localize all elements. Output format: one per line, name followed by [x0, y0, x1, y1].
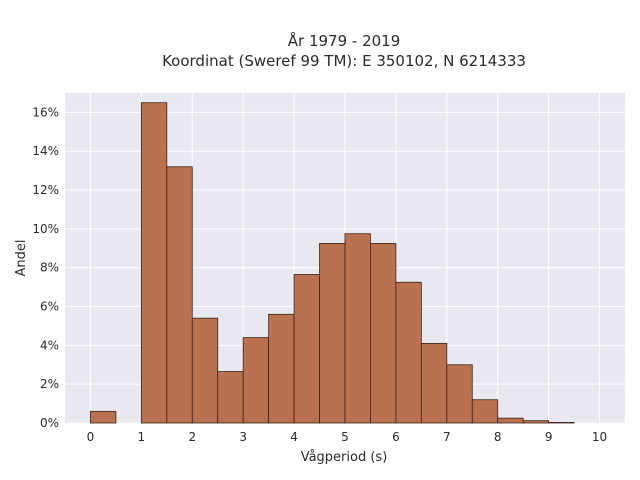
- y-axis-ticks: 0% 2% 4% 6% 8% 10% 12% 14% 16%: [32, 105, 59, 430]
- x-tick-label: 1: [138, 430, 146, 444]
- y-axis-label: Andel: [14, 240, 29, 277]
- y-tick-label: 4%: [40, 338, 59, 352]
- histogram-bar: [370, 243, 397, 424]
- x-tick-label: 0: [87, 430, 95, 444]
- x-tick-label: 5: [341, 430, 349, 444]
- y-tick-label: 8%: [40, 261, 59, 275]
- histogram-bars: [90, 102, 575, 424]
- x-tick-label: 9: [545, 430, 553, 444]
- x-tick-label: 4: [290, 430, 298, 444]
- histogram-bar: [191, 317, 219, 424]
- histogram-bar: [90, 410, 117, 424]
- histogram-bar: [446, 364, 473, 424]
- x-axis-label: Vågperiod (s): [301, 450, 388, 465]
- histogram-bar: [166, 166, 193, 424]
- x-tick-label: 3: [239, 430, 247, 444]
- x-tick-label: 10: [592, 430, 607, 444]
- x-axis-ticks: 0 1 2 3 4 5 6 7 8 9 10: [87, 430, 608, 444]
- histogram-bar: [242, 337, 270, 424]
- y-tick-label: 0%: [40, 416, 59, 430]
- histogram-bar: [217, 371, 244, 424]
- histogram-bar: [420, 343, 448, 424]
- histogram-bar: [548, 422, 575, 424]
- y-tick-label: 14%: [32, 144, 59, 158]
- x-tick-label: 8: [494, 430, 502, 444]
- histogram-bar: [344, 233, 371, 424]
- y-tick-label: 12%: [32, 183, 59, 197]
- histogram-bar: [471, 399, 499, 424]
- histogram-bar: [395, 281, 422, 424]
- x-tick-label: 6: [392, 430, 400, 444]
- y-tick-label: 16%: [32, 105, 59, 119]
- y-tick-label: 2%: [40, 377, 59, 391]
- histogram-bar: [522, 420, 550, 424]
- y-tick-label: 10%: [32, 222, 59, 236]
- histogram-bar: [268, 313, 295, 424]
- histogram-bar: [140, 102, 168, 424]
- chart-title-line1: År 1979 - 2019: [288, 31, 401, 50]
- y-tick-label: 6%: [40, 300, 59, 314]
- chart-title-line2: Koordinat (Sweref 99 TM): E 350102, N 62…: [162, 52, 526, 70]
- x-tick-label: 7: [443, 430, 451, 444]
- histogram-bar: [497, 417, 524, 424]
- histogram-bar: [293, 274, 320, 424]
- x-tick-label: 2: [188, 430, 196, 444]
- histogram-bar: [319, 243, 346, 424]
